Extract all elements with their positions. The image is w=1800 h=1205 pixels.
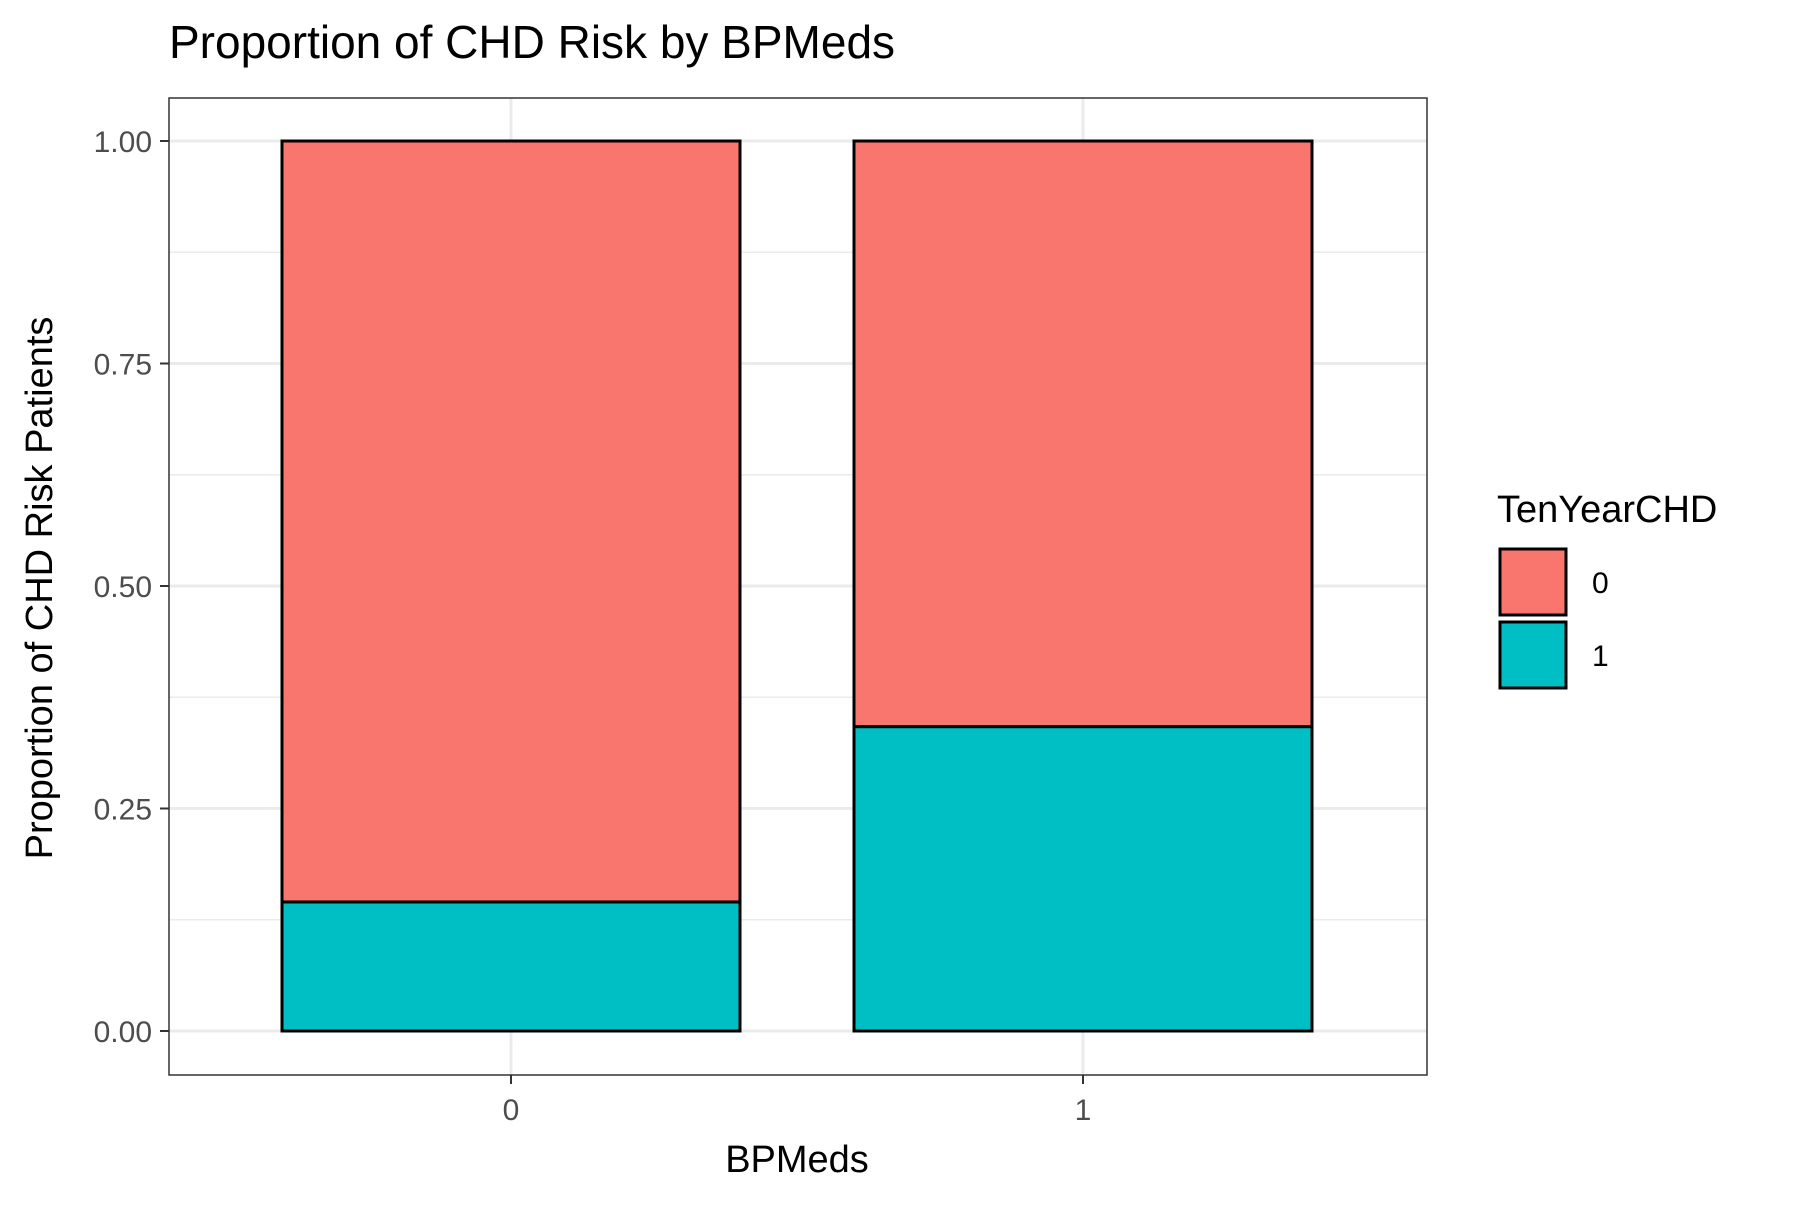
legend-title: TenYearCHD (1497, 489, 1717, 531)
legend-label-0: 0 (1592, 567, 1609, 600)
axes-layer: 0.00 0.25 0.50 0.75 1.00 0 1 (94, 97, 1428, 1127)
y-tick-label: 0.00 (94, 1016, 152, 1049)
legend: TenYearCHD 0 1 (1497, 489, 1717, 690)
bar-segment-0-series-0 (280, 139, 742, 904)
legend-key-1 (1498, 620, 1568, 690)
y-tick-label: 0.75 (94, 349, 152, 382)
x-tick-label: 1 (1075, 1094, 1092, 1127)
legend-key-0 (1498, 547, 1568, 617)
y-tick-label: 0.50 (94, 571, 152, 604)
y-tick-label: 0.25 (94, 794, 152, 827)
x-tick-label: 0 (503, 1094, 520, 1127)
y-axis-title: Proportion of CHD Risk Patients (19, 317, 61, 860)
bar-segment-1-series-1 (852, 725, 1314, 1033)
bar-segment-1-series-0 (852, 139, 1314, 729)
chart-title: Proportion of CHD Risk by BPMeds (169, 16, 895, 68)
x-axis-title: BPMeds (725, 1139, 869, 1181)
legend-label-1: 1 (1592, 640, 1609, 673)
y-tick-label: 1.00 (94, 126, 152, 159)
bars-layer (280, 139, 1314, 1033)
bar-segment-0-series-1 (280, 900, 742, 1033)
